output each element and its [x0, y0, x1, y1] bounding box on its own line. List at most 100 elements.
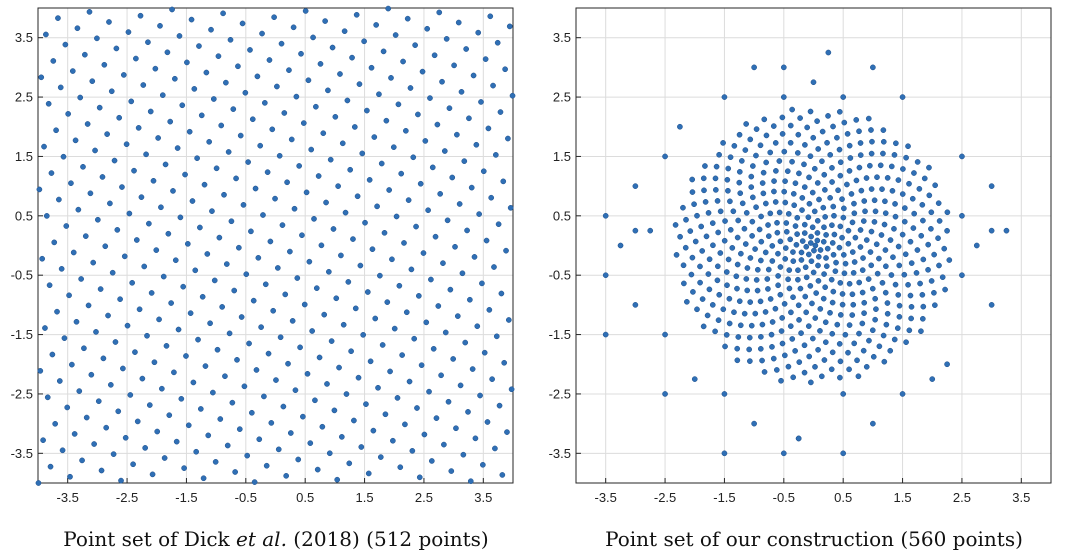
data-point [691, 201, 697, 208]
data-point [272, 195, 278, 202]
data-point [672, 222, 679, 228]
data-point [856, 330, 862, 337]
data-point [857, 152, 864, 158]
data-point [377, 272, 383, 279]
data-point [358, 444, 365, 450]
data-point [389, 256, 395, 263]
data-point [798, 330, 804, 336]
data-point [818, 373, 825, 380]
data-point [234, 356, 240, 363]
data-point [337, 71, 343, 77]
data-point [825, 49, 832, 56]
data-point [301, 301, 308, 308]
data-point [860, 255, 866, 261]
data-point [217, 416, 224, 422]
data-point [186, 128, 193, 135]
data-point [774, 229, 781, 236]
data-point [881, 358, 888, 365]
data-point [769, 343, 775, 350]
data-point [94, 216, 101, 223]
data-point [744, 287, 751, 294]
data-point [214, 346, 221, 353]
data-point [811, 247, 817, 254]
data-point [323, 199, 329, 206]
data-point [840, 450, 847, 457]
data-point [687, 228, 694, 234]
data-point [229, 399, 236, 406]
data-point [782, 256, 789, 262]
x-tick-label: 1.5 [356, 490, 374, 505]
data-point [105, 312, 111, 319]
data-point [831, 212, 837, 219]
data-point [777, 264, 784, 270]
data-point [451, 62, 457, 69]
data-point [920, 217, 926, 224]
data-point [697, 263, 703, 270]
data-point [727, 226, 734, 233]
data-point [988, 227, 995, 234]
y-tick-label: -3.5 [549, 446, 571, 461]
data-point [375, 384, 381, 391]
data-point [311, 216, 317, 222]
data-point [319, 423, 326, 430]
data-point [767, 210, 774, 217]
data-point [44, 394, 51, 401]
data-point [386, 187, 392, 193]
data-point [884, 175, 891, 181]
data-point [795, 267, 801, 274]
data-point [753, 152, 759, 159]
data-point [474, 323, 481, 330]
data-point [906, 180, 912, 187]
data-point [453, 425, 459, 432]
data-point [422, 138, 429, 144]
data-point [834, 321, 841, 328]
data-point [944, 227, 950, 234]
data-point [461, 158, 468, 164]
data-point [705, 271, 712, 277]
data-point [469, 366, 476, 372]
data-point [308, 146, 315, 153]
data-point [724, 282, 730, 289]
data-point [743, 276, 750, 282]
data-point [851, 259, 858, 265]
data-point [882, 247, 889, 253]
data-point [860, 218, 867, 224]
data-point [802, 142, 808, 148]
data-point [157, 22, 163, 29]
data-point [796, 317, 802, 323]
data-point [662, 153, 668, 160]
data-point [704, 312, 711, 319]
data-point [170, 188, 176, 194]
data-point [109, 269, 116, 276]
data-point [862, 208, 868, 215]
data-point [871, 219, 878, 225]
data-point [294, 275, 301, 281]
data-point [136, 306, 143, 313]
data-point [296, 163, 303, 169]
data-point [257, 142, 264, 149]
data-point [712, 328, 718, 335]
data-point [507, 204, 514, 211]
data-point [286, 67, 292, 73]
data-point [902, 251, 909, 258]
data-point [691, 376, 698, 382]
data-point [107, 381, 114, 388]
data-point [725, 187, 731, 194]
data-point [376, 91, 382, 98]
data-point [841, 270, 848, 277]
data-point [442, 329, 449, 336]
data-point [946, 257, 953, 263]
data-point [423, 319, 430, 326]
data-point [392, 32, 399, 38]
data-point [295, 456, 302, 463]
data-point [35, 480, 42, 486]
y-tick-label: -3.5 [11, 446, 33, 461]
data-point [435, 303, 442, 309]
data-point [868, 127, 874, 133]
data-point [883, 263, 889, 270]
data-point [277, 334, 284, 341]
data-point [920, 256, 927, 263]
data-point [222, 373, 228, 380]
data-point [155, 135, 161, 141]
data-point [760, 169, 767, 176]
